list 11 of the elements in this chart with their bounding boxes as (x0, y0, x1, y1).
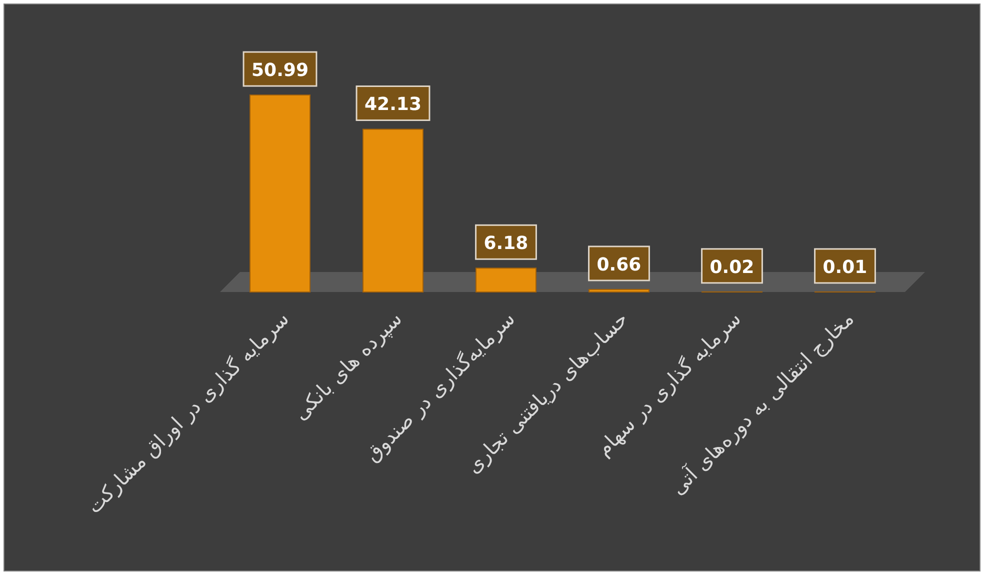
data-label: 0.02 (710, 256, 754, 278)
bar (362, 128, 424, 292)
bar (250, 94, 310, 292)
bar (476, 268, 536, 292)
x-tick-label: سرمایه گذاری در اوراق مشارکت (82, 306, 294, 518)
data-label: 0.66 (596, 254, 642, 276)
data-label: 0.01 (822, 256, 868, 278)
bar (588, 288, 650, 292)
data-label: 6.18 (484, 233, 528, 254)
data-label: 50.99 (252, 60, 308, 81)
data-label: 42.13 (364, 94, 422, 116)
